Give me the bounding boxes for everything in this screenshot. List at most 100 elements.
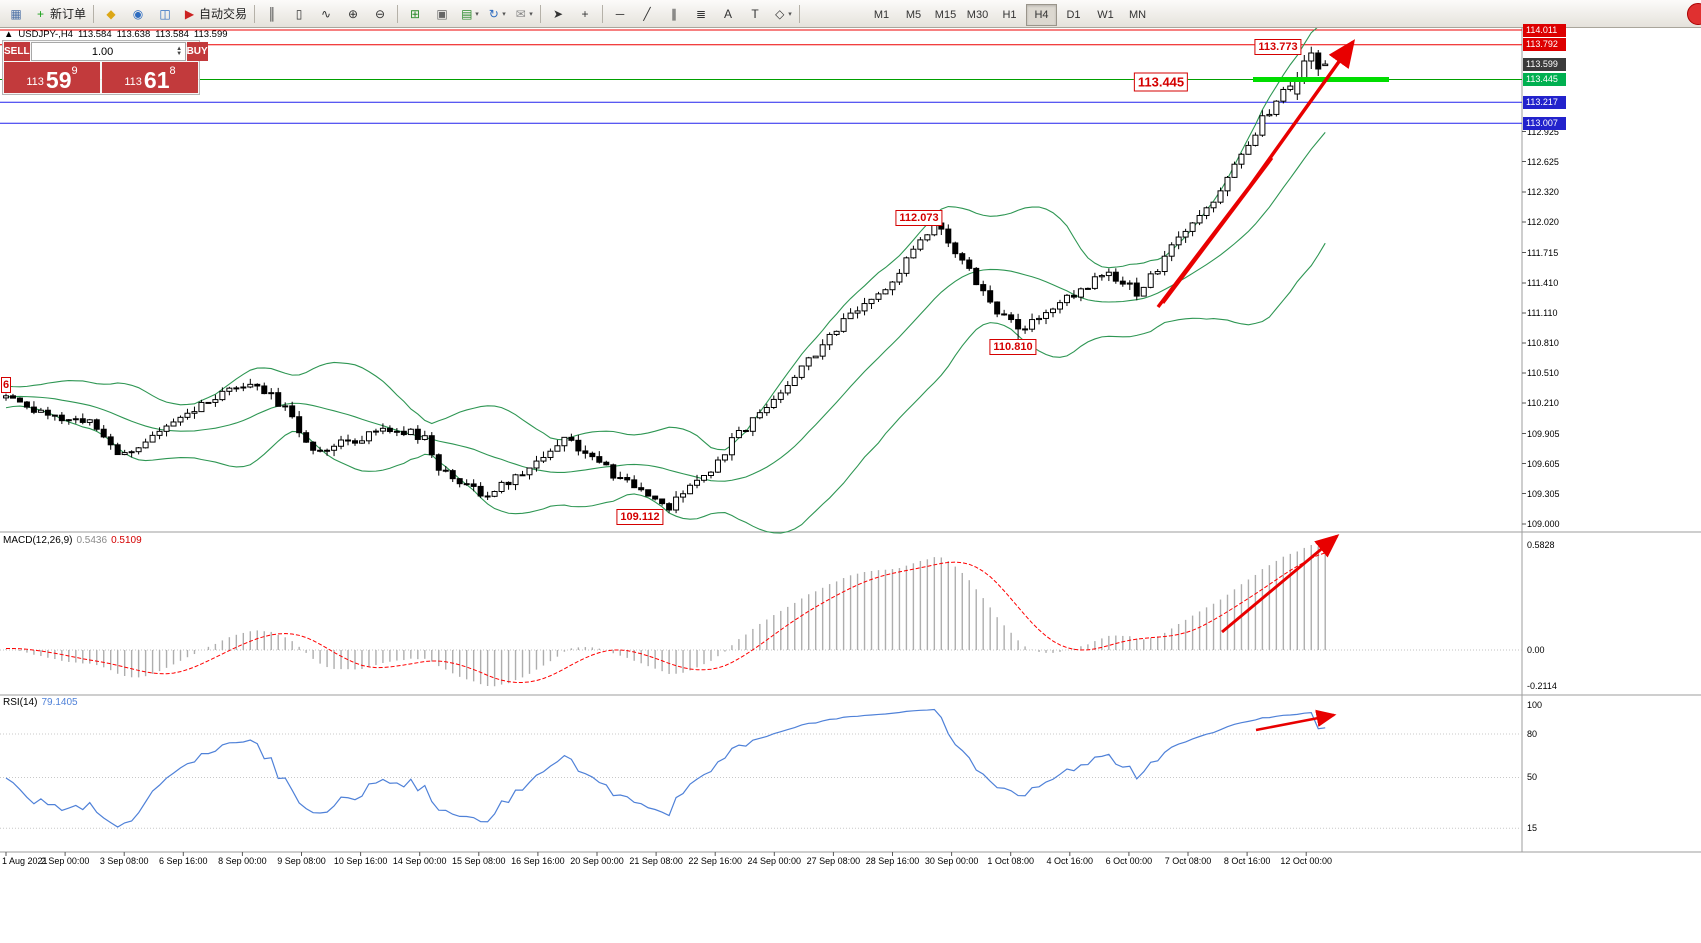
new-chart-icon-glyph: ▦ [10,6,22,21]
line-chart-icon[interactable]: ∿ [313,2,339,26]
templates-icon[interactable]: ✉ ▾ [510,2,536,26]
price-axis-label: 112.320 [1527,187,1559,197]
sell-button[interactable]: SELL [4,42,30,61]
timeframe-button-h4[interactable]: H4 [1026,4,1057,26]
toolbar-separator [602,4,604,23]
notification-icon[interactable] [1687,3,1701,25]
toolbar-separator [254,4,256,23]
new-order-button[interactable]: + 新订单 [30,2,89,26]
macd-axis-label: 0.5828 [1527,540,1555,550]
history-center-icon[interactable]: ◆ [98,2,124,26]
text-tool-icon-glyph: A [724,6,733,21]
templates-icon-glyph: ✉ [515,6,526,21]
crosshair-icon[interactable]: + [572,2,598,26]
timeframe-button-w1[interactable]: W1 [1097,9,1114,21]
hline-tool-icon[interactable]: ─ [607,2,633,26]
price-callout: 6 [1,377,12,393]
bar-chart-icon[interactable]: ║ [259,2,285,26]
dropdown-arrow-icon[interactable]: ▾ [788,10,792,18]
shapes-tool-icon-glyph: ◇ [775,6,785,21]
cascade-windows-icon-glyph: ▣ [436,6,448,21]
quote-close: 113.599 [193,29,228,40]
volume-spinner[interactable]: ▲ ▼ [174,45,185,57]
quote-high: 113.638 [116,29,151,40]
timeframe-button-m30[interactable]: M30 [966,9,989,21]
price-callout: 112.073 [895,210,943,226]
volume-input[interactable] [31,44,174,59]
zoom-in-icon-glyph: ⊕ [348,6,359,21]
rsi-indicator-label: RSI(14) 79.1405 [3,697,82,708]
channel-tool-icon[interactable]: ∥ [661,2,687,26]
price-callout: 110.810 [989,339,1037,355]
rsi-value: 79.1405 [41,697,78,708]
data-window-icon[interactable]: ◫ [152,2,178,26]
fibonacci-tool-icon[interactable]: ≣ [688,2,714,26]
sell-price-button[interactable]: 113 59 9 [4,62,100,93]
buy-price-button[interactable]: 113 61 8 [102,62,198,93]
time-axis-label: 27 Sep 08:00 [806,856,861,866]
macd-main-value: 0.5436 [76,535,108,546]
zoom-in-icon[interactable]: ⊕ [340,2,366,26]
bid-price-big: 59 [45,67,72,93]
candlestick-series [3,46,1329,514]
buy-button[interactable]: BUY [186,42,208,61]
time-axis-label: 10 Sep 16:00 [333,856,388,866]
timeframe-button-d1[interactable]: D1 [1066,9,1081,21]
time-axis-label: 12 Oct 00:00 [1280,856,1332,866]
bid-price-main: 113 [26,76,44,88]
macd-axis-label: -0.2114 [1527,681,1557,691]
tick-direction-icon: ▲ [4,29,14,40]
shapes-tool-icon[interactable]: ◇ ▾ [769,2,795,26]
line-chart-icon-glyph: ∿ [321,6,332,21]
time-axis-label: 8 Sep 00:00 [218,856,267,866]
price-axis-label: 110.510 [1527,368,1559,378]
timeframe-button-m15[interactable]: M15 [934,9,957,21]
cursor-icon-glyph: ➤ [553,6,564,21]
tile-windows-icon[interactable]: ⊞ [402,2,428,26]
price-axis-label: 112.625 [1527,156,1559,167]
price-axis-label: 111.715 [1527,247,1559,258]
dropdown-arrow-icon[interactable]: ▾ [529,10,533,18]
price-callout: 113.773 [1254,39,1302,55]
toolbar-separator [799,4,801,23]
dropdown-arrow-icon[interactable]: ▾ [475,10,479,18]
macd-indicator [0,545,1522,687]
cascade-windows-icon[interactable]: ▣ [429,2,455,26]
quote-low: 113.584 [155,29,189,40]
trade-panel-price-row: 113 59 9 113 61 8 [4,62,198,93]
text-tool-icon[interactable]: A [715,2,741,26]
timeframe-button-mn[interactable]: MN [1128,9,1147,21]
new-chart-icon[interactable]: ▦ [3,2,29,26]
time-axis-label: 6 Oct 00:00 [1105,856,1153,866]
autotrading-button-label: 自动交易 [199,7,248,21]
price-axis-label: 110.210 [1527,398,1559,408]
trendline-tool-icon[interactable]: ╱ [634,2,660,26]
timeframe-button-h1[interactable]: H1 [1002,9,1017,21]
dropdown-arrow-icon[interactable]: ▾ [502,10,506,18]
trade-panel-top-row: SELL ▲ ▼ BUY [4,42,208,61]
arrange-windows-icon[interactable]: ▤ ▾ [456,2,482,26]
toolbar-icon-row: ▦ + 新订单 ◆ ◉ ◫ ▶ 自动交易 ║ ▯ ∿ ⊕ ⊖ ⊞ ▣ ▤ ▾ ↻ ▾ ✉ ▾ ➤ + ─ ╱ ∥ ≣ A T ◇ ▾ [3,2,803,26]
cursor-icon[interactable]: ➤ [545,2,571,26]
price-axis-marker: 114.011 [1523,23,1566,37]
bar-chart-icon-glyph: ║ [267,6,277,21]
timeframe-button-m5[interactable]: M5 [905,9,922,21]
rsi-axis-label: 15 [1527,823,1538,833]
price-axis-marker: 113.007 [1523,116,1566,130]
auto-scroll-icon-glyph: ↻ [488,6,499,21]
candlestick-chart-icon[interactable]: ▯ [286,2,312,26]
price-callout: 113.445 [1133,72,1189,92]
macd-axis-label: 0.00 [1527,645,1545,655]
timeframe-button-m1[interactable]: M1 [873,9,890,21]
label-tool-icon[interactable]: T [742,2,768,26]
spinner-down-icon[interactable]: ▼ [176,50,183,57]
auto-scroll-icon[interactable]: ↻ ▾ [483,2,509,26]
spinner-up-icon[interactable]: ▲ [176,45,183,52]
price-axis-label: 109.305 [1527,488,1560,499]
rsi-indicator [0,708,1522,829]
zoom-out-icon[interactable]: ⊖ [367,2,393,26]
market-watch-icon[interactable]: ◉ [125,2,151,26]
arrange-windows-icon-glyph: ▤ [461,6,473,21]
price-callout: 109.112 [616,509,664,525]
autotrading-button[interactable]: ▶ 自动交易 [179,2,250,26]
